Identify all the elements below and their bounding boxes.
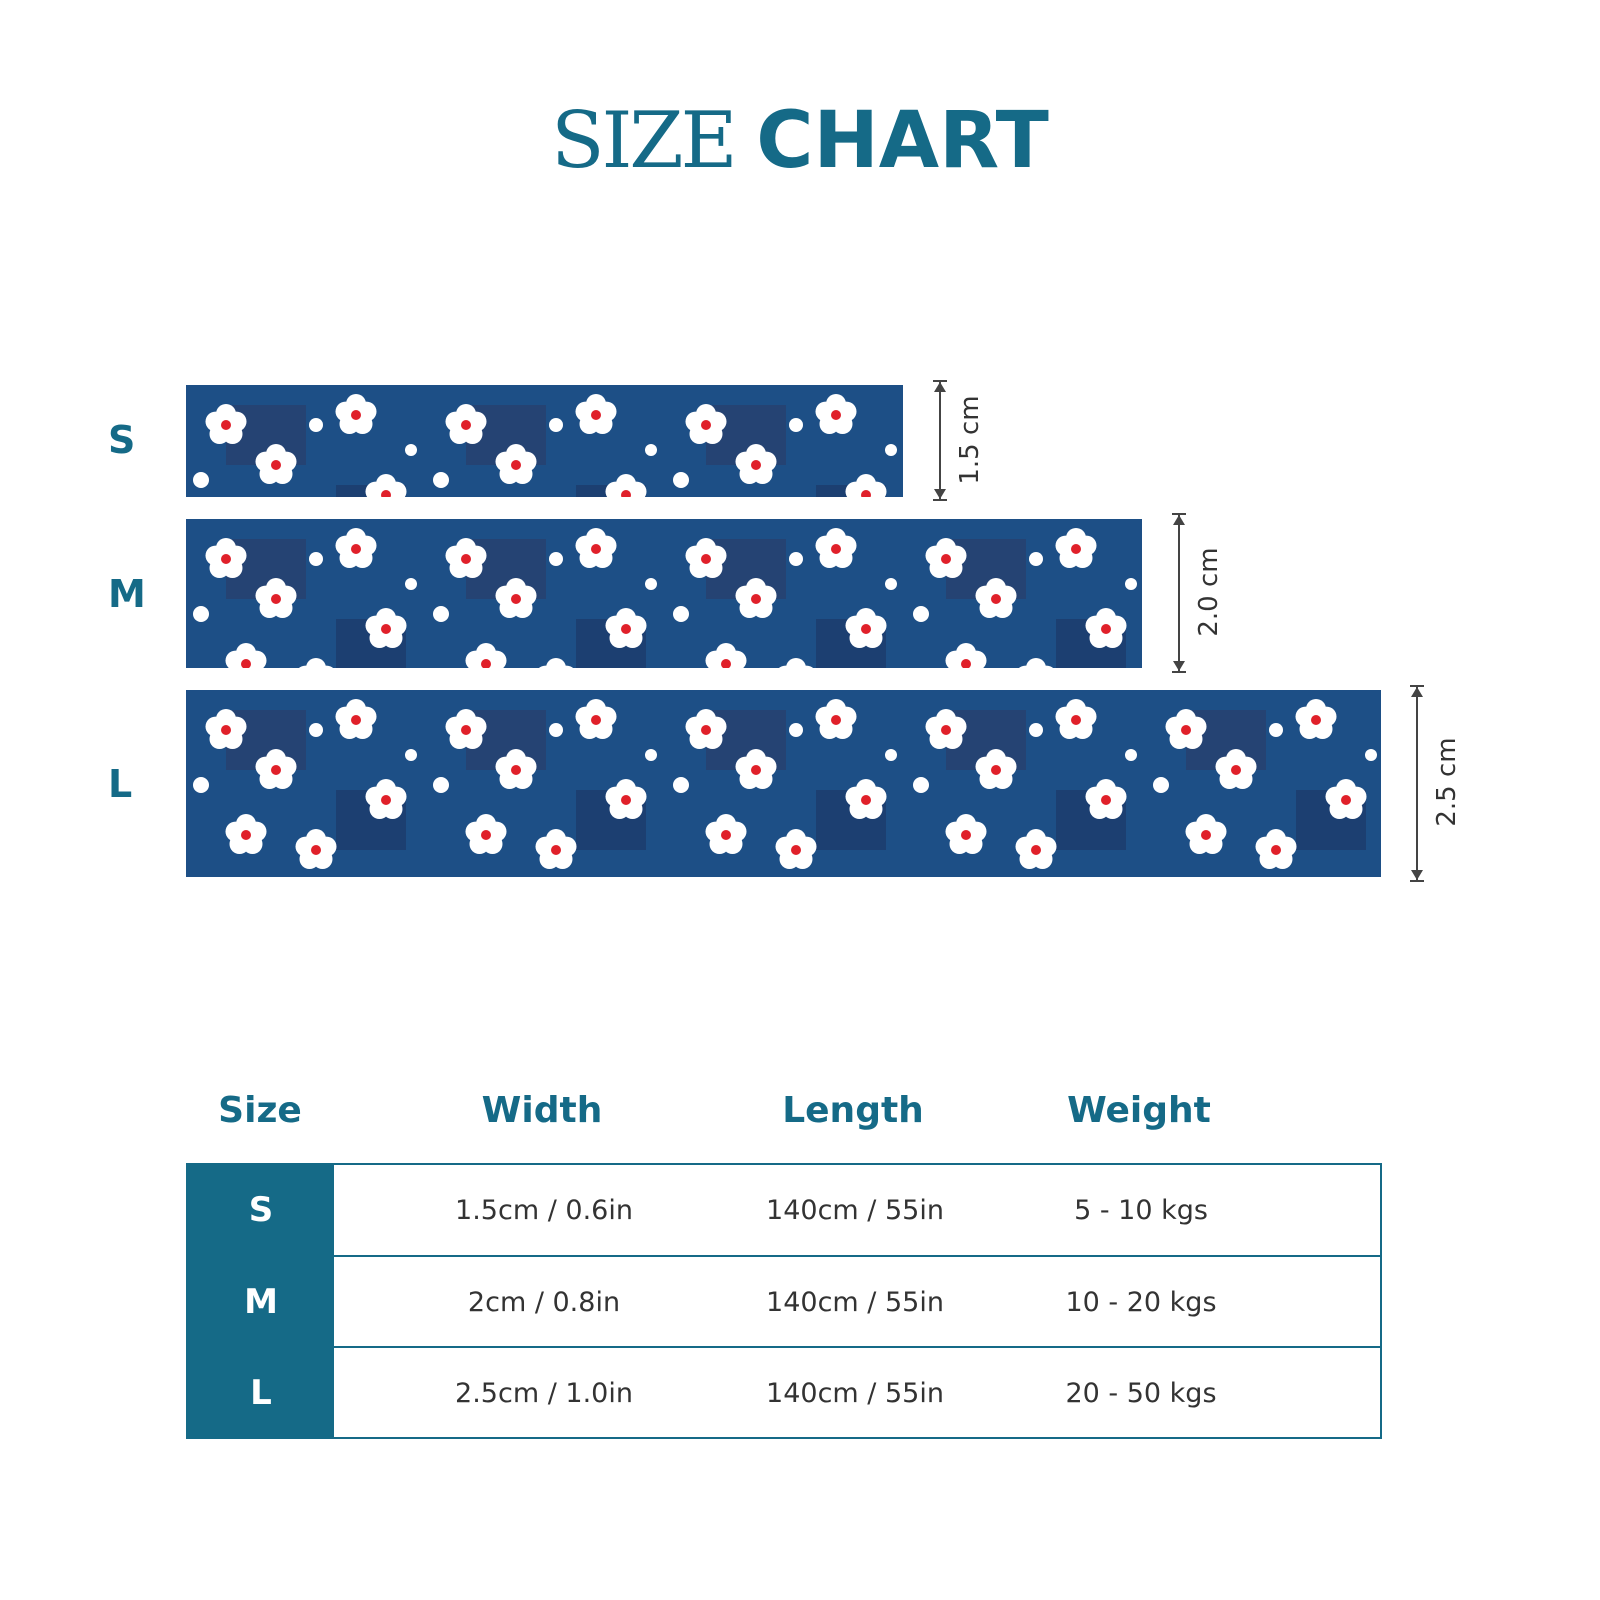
header-length: Length	[782, 1090, 924, 1131]
cell-width: 1.5cm / 0.6in	[455, 1194, 633, 1226]
cell-size: M	[188, 1257, 334, 1347]
strip-l-image	[186, 690, 1381, 877]
cell-length: 140cm / 55in	[766, 1377, 944, 1409]
header-size: Size	[218, 1090, 302, 1131]
dimension-arrow-l	[1410, 685, 1424, 882]
dimension-label-s: 1.5 cm	[955, 395, 985, 485]
dimension-arrow-m	[1172, 513, 1186, 673]
cell-width: 2.5cm / 1.0in	[455, 1377, 633, 1409]
dimension-label-l: 2.5 cm	[1432, 737, 1462, 827]
table-row: M 2cm / 0.8in 140cm / 55in 10 - 20 kgs	[188, 1255, 1380, 1347]
strip-s-image	[186, 385, 903, 497]
cell-width: 2cm / 0.8in	[467, 1286, 621, 1318]
cell-length: 140cm / 55in	[766, 1194, 944, 1226]
cell-weight: 20 - 50 kgs	[1065, 1377, 1217, 1409]
title-size: SIZE	[551, 96, 737, 186]
size-table: S 1.5cm / 0.6in 140cm / 55in 5 - 10 kgs …	[186, 1163, 1382, 1439]
table-row: S 1.5cm / 0.6in 140cm / 55in 5 - 10 kgs	[188, 1165, 1380, 1255]
title-chart: CHART	[756, 96, 1049, 186]
dimension-arrow-s	[933, 380, 947, 501]
cell-weight: 5 - 10 kgs	[1074, 1194, 1208, 1226]
header-weight: Weight	[1067, 1090, 1211, 1131]
strip-label-l: L	[108, 762, 133, 806]
dimension-label-m: 2.0 cm	[1194, 547, 1224, 637]
cell-length: 140cm / 55in	[766, 1286, 944, 1318]
strip-m-image	[186, 519, 1142, 668]
cell-size: S	[188, 1165, 334, 1255]
header-width: Width	[481, 1090, 603, 1131]
strip-label-s: S	[108, 418, 136, 462]
cell-weight: 10 - 20 kgs	[1065, 1286, 1217, 1318]
cell-size: L	[188, 1348, 334, 1438]
strip-label-m: M	[108, 572, 146, 616]
page-title: SIZE CHART	[0, 95, 1600, 186]
table-row: L 2.5cm / 1.0in 140cm / 55in 20 - 50 kgs	[188, 1346, 1380, 1438]
